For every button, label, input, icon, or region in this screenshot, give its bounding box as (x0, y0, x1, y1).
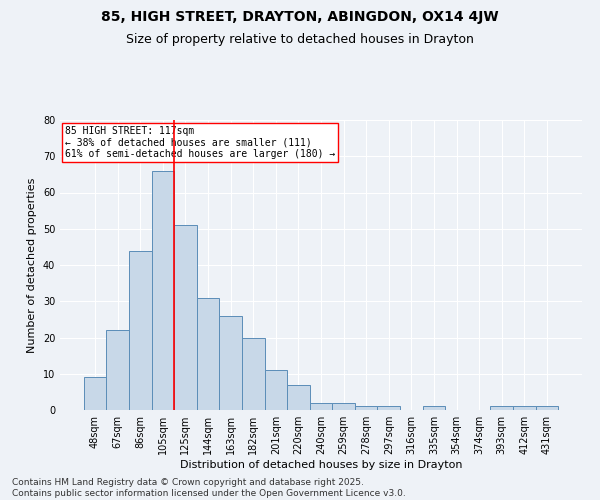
X-axis label: Distribution of detached houses by size in Drayton: Distribution of detached houses by size … (180, 460, 462, 470)
Bar (174, 225, 197, 410)
Text: Contains HM Land Registry data © Crown copyright and database right 2025.
Contai: Contains HM Land Registry data © Crown c… (12, 478, 406, 498)
Bar (129, 250, 152, 410)
Bar (536, 406, 558, 410)
Bar (355, 406, 377, 410)
Bar (332, 403, 355, 410)
Bar (265, 370, 287, 410)
Bar (377, 406, 400, 410)
Bar (310, 403, 332, 410)
Text: 85, HIGH STREET, DRAYTON, ABINGDON, OX14 4JW: 85, HIGH STREET, DRAYTON, ABINGDON, OX14… (101, 10, 499, 24)
Bar (422, 406, 445, 410)
Y-axis label: Number of detached properties: Number of detached properties (27, 178, 37, 352)
Bar (490, 406, 513, 410)
Text: Size of property relative to detached houses in Drayton: Size of property relative to detached ho… (126, 32, 474, 46)
Bar (220, 316, 242, 410)
Bar (287, 384, 310, 410)
Bar (242, 338, 265, 410)
Bar (106, 330, 129, 410)
Text: 85 HIGH STREET: 117sqm
← 38% of detached houses are smaller (111)
61% of semi-de: 85 HIGH STREET: 117sqm ← 38% of detached… (65, 126, 335, 159)
Bar (513, 406, 536, 410)
Bar (197, 298, 220, 410)
Bar (84, 378, 106, 410)
Bar (152, 171, 174, 410)
